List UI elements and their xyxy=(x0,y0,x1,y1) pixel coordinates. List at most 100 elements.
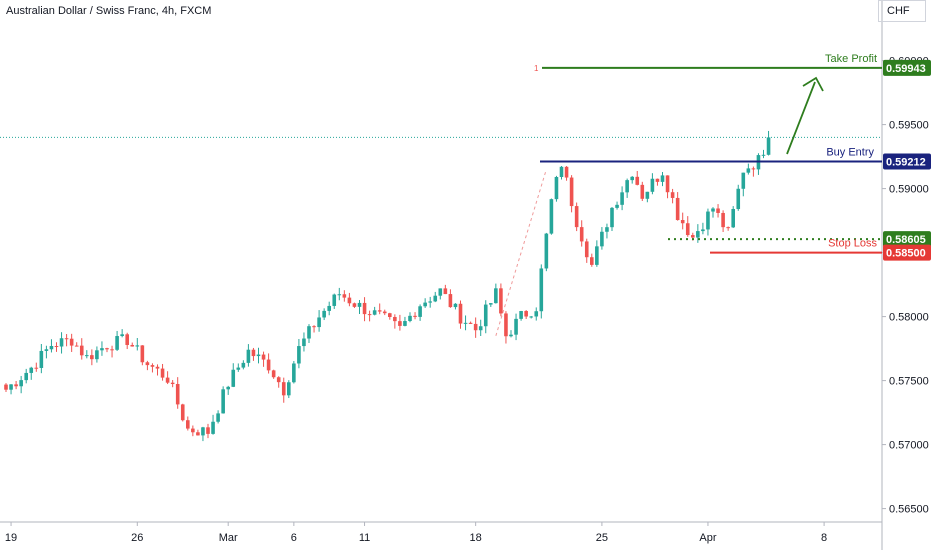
candle-body xyxy=(478,326,483,331)
candle-body xyxy=(574,206,579,228)
candle-body xyxy=(529,316,533,318)
candle-body xyxy=(9,384,13,390)
candle-body xyxy=(170,382,175,385)
marker-label: 1 xyxy=(534,64,539,73)
candle-body xyxy=(19,380,23,387)
candle-body xyxy=(135,345,140,347)
candle-body xyxy=(625,180,629,193)
candle-body xyxy=(595,246,599,265)
projection-dashed-line xyxy=(495,169,547,336)
candle-body xyxy=(180,404,185,421)
candle-body xyxy=(64,338,69,340)
candle-body xyxy=(261,354,266,360)
arrow-head-icon xyxy=(802,76,824,92)
y-tick-label: 0.57500 xyxy=(889,376,929,388)
candle-body xyxy=(388,313,392,317)
chart-title: Australian Dollar / Swiss Franc, 4h, FXC… xyxy=(6,5,212,17)
candle-body xyxy=(125,334,129,345)
candle-body xyxy=(79,345,84,356)
take-profit-price-badge: 0.59943 xyxy=(886,63,926,75)
candle-body xyxy=(347,297,352,304)
candle-body xyxy=(600,231,604,247)
candle-body xyxy=(307,326,311,339)
candle-body xyxy=(519,311,523,319)
candle-body xyxy=(165,377,170,383)
candle-body xyxy=(362,302,367,315)
candle-body xyxy=(499,288,503,314)
candle-body xyxy=(630,176,634,181)
y-tick-label: 0.56500 xyxy=(889,504,929,516)
candle-body xyxy=(49,346,54,350)
candle-body xyxy=(105,348,109,350)
candle-body xyxy=(327,305,331,311)
candle-body xyxy=(605,227,609,232)
x-tick-label: 6 xyxy=(291,532,297,544)
candle-body xyxy=(59,338,64,347)
candle-body xyxy=(564,166,569,178)
stop-loss-label: Stop Loss xyxy=(828,238,877,250)
candle-body xyxy=(640,184,645,199)
x-tick-label: 19 xyxy=(5,532,17,544)
candle-body xyxy=(39,350,44,368)
candle-body xyxy=(489,303,493,305)
candle-body xyxy=(403,321,407,326)
candle-body xyxy=(509,334,513,337)
candle-body xyxy=(494,288,498,304)
candle-body xyxy=(398,321,402,326)
candle-body xyxy=(85,355,89,357)
candle-body xyxy=(246,349,251,363)
candle-body xyxy=(741,172,746,189)
currency-selector[interactable]: CHF xyxy=(878,0,926,22)
candle-body xyxy=(160,368,165,378)
candle-body xyxy=(615,204,619,208)
candle-body xyxy=(287,382,291,396)
candle-body xyxy=(514,318,518,335)
y-tick-label: 0.59000 xyxy=(889,184,929,196)
candle-body xyxy=(751,168,756,170)
candle-body xyxy=(559,166,564,177)
candle-body xyxy=(696,231,700,238)
candle-body xyxy=(297,346,301,364)
x-tick-label: 8 xyxy=(821,532,827,544)
candle-body xyxy=(140,345,145,363)
y-tick-label: 0.59500 xyxy=(889,120,929,132)
candle-body xyxy=(175,384,180,405)
candle-body xyxy=(271,370,276,378)
candle-body xyxy=(276,377,281,383)
candle-body xyxy=(418,306,422,317)
candle-body xyxy=(281,382,286,396)
candle-body xyxy=(635,176,640,185)
candle-body xyxy=(302,338,306,347)
candle-body xyxy=(201,427,205,436)
take-profit-label: Take Profit xyxy=(825,53,877,65)
candle-body xyxy=(685,223,690,236)
candle-body xyxy=(675,197,680,221)
candle-body xyxy=(312,326,316,328)
support-price-badge-bg xyxy=(883,231,931,248)
x-tick-label: 18 xyxy=(470,532,482,544)
candle-body xyxy=(408,315,412,322)
candle-body xyxy=(130,344,135,347)
candle-body xyxy=(44,349,49,351)
candle-body xyxy=(115,336,119,350)
candle-body xyxy=(90,355,94,360)
candle-body xyxy=(650,178,655,192)
candle-body xyxy=(292,363,296,383)
x-tick-label: 26 xyxy=(131,532,143,544)
candle-body xyxy=(746,168,751,173)
candle-body xyxy=(554,176,559,200)
candle-body xyxy=(241,362,246,368)
candle-body xyxy=(317,317,321,328)
candle-body xyxy=(377,310,382,312)
candle-body xyxy=(670,192,675,198)
candle-body xyxy=(266,359,271,371)
y-tick-label: 0.58000 xyxy=(889,312,929,324)
candle-body xyxy=(665,175,670,193)
candle-body xyxy=(236,367,241,370)
x-tick-label: 11 xyxy=(359,532,370,544)
candle-body xyxy=(463,322,468,324)
candle-body xyxy=(453,303,458,308)
candle-body xyxy=(367,314,372,316)
candle-body xyxy=(579,227,584,242)
